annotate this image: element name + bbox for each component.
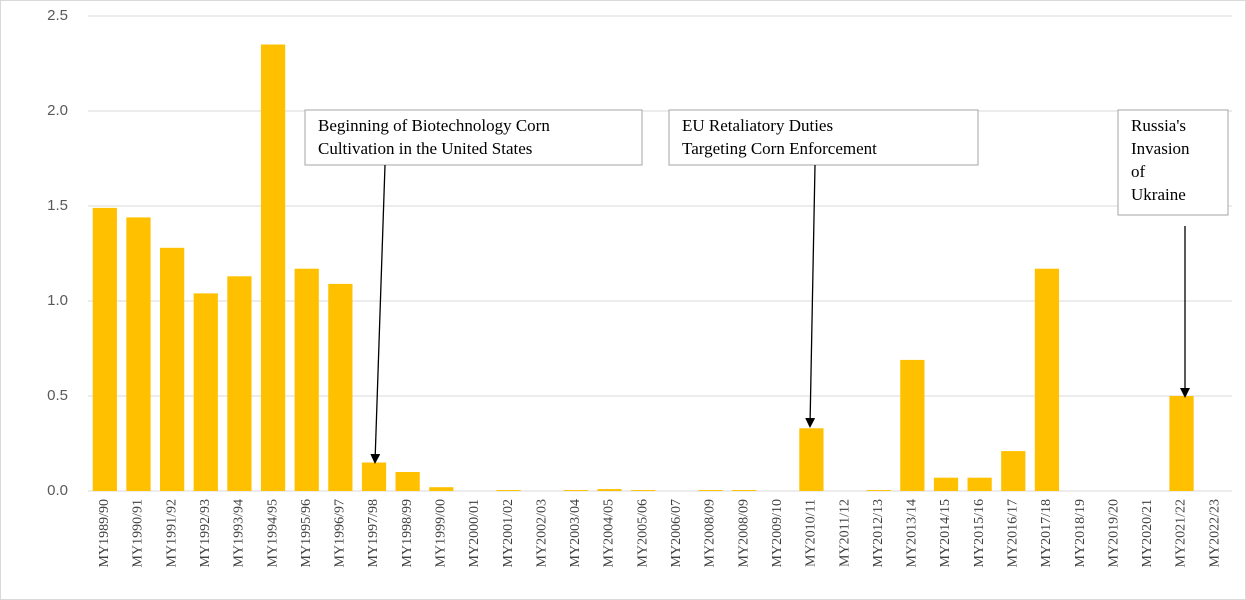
annotation-box: [304, 109, 643, 166]
x-tick-label: MY2012/13: [871, 499, 886, 567]
bar: [328, 283, 353, 491]
x-tick-label: MY2008/09: [703, 499, 718, 567]
annotation-text: Invasion: [1131, 139, 1190, 158]
x-tick-label: MY2006/07: [669, 499, 684, 567]
bar: [496, 490, 521, 491]
annotation-text: Cultivation in the United States: [318, 139, 532, 158]
x-tick-label: MY2003/04: [568, 499, 583, 567]
bar: [193, 293, 218, 491]
x-tick-label: MY1993/94: [232, 499, 247, 567]
annotation-text: Beginning of Biotechnology Corn: [318, 116, 550, 135]
x-tick-label: MY2015/16: [972, 499, 987, 567]
x-tick-label: MY1996/97: [333, 499, 348, 567]
y-tick-label: 0.0: [47, 482, 68, 499]
bar: [732, 490, 757, 491]
annotation-arrow: [805, 164, 816, 428]
x-tick-label: MY2019/20: [1106, 499, 1121, 567]
x-tick-label: MY2011/12: [837, 499, 852, 567]
annotation-arrow: [370, 164, 386, 464]
x-tick-label: MY2017/18: [1039, 499, 1054, 567]
x-tick-label: MY2001/02: [501, 499, 516, 567]
y-tick-label: 1.0: [47, 292, 68, 309]
annotation-text: of: [1131, 162, 1146, 181]
y-tick-label: 2.5: [47, 7, 68, 24]
bar: [597, 489, 622, 491]
bar: [933, 477, 959, 491]
bar: [294, 268, 319, 491]
x-tick-label: MY1997/98: [366, 499, 381, 567]
x-tick-label: MY2020/21: [1140, 499, 1155, 567]
bar: [260, 44, 286, 491]
bar: [1169, 396, 1194, 491]
bar: [967, 477, 992, 491]
x-tick-label: MY2021/22: [1174, 499, 1189, 567]
bar: [126, 217, 151, 491]
x-tick-label: MY1991/92: [164, 499, 179, 567]
bar: [1001, 451, 1026, 491]
x-tick-label: MY2002/03: [534, 499, 549, 567]
y-tick-label: 0.5: [47, 387, 68, 404]
bar: [799, 428, 824, 491]
bar: [361, 462, 387, 491]
bar: [563, 490, 588, 491]
x-tick-label: MY1995/96: [299, 499, 314, 567]
y-tick-label: 1.5: [47, 197, 68, 214]
x-tick-label: MY1992/93: [198, 499, 213, 567]
x-tick-label: MY1990/91: [131, 499, 146, 567]
annotation-text: Ukraine: [1131, 185, 1186, 204]
annotation-text: EU Retaliatory Duties: [682, 116, 833, 135]
x-tick-label: MY2014/15: [938, 499, 953, 567]
x-tick-label: MY2009/10: [770, 499, 785, 567]
bar: [866, 490, 891, 491]
x-tick-label: MY1999/00: [434, 499, 449, 567]
x-tick-label: MY1998/99: [400, 499, 415, 567]
x-tick-label: MY2013/14: [905, 499, 920, 567]
x-tick-label: MY2005/06: [635, 499, 650, 567]
x-tick-label: MY1994/95: [265, 499, 280, 567]
annotation-box: [668, 109, 979, 166]
bar: [227, 276, 252, 491]
x-tick-label: MY2000/01: [467, 499, 482, 567]
x-tick-label: MY2022/23: [1207, 499, 1222, 567]
x-tick-label: MY1989/90: [97, 499, 112, 567]
bar: [395, 472, 420, 491]
annotation-box: [1117, 109, 1229, 216]
annotation-text: Targeting Corn Enforcement: [682, 139, 877, 158]
bar: [900, 359, 925, 491]
x-tick-label: MY2018/19: [1073, 499, 1088, 567]
y-tick-label: 2.0: [47, 102, 68, 119]
bar: [698, 490, 723, 491]
bar: [1034, 268, 1060, 491]
x-tick-label: MY2016/17: [1006, 499, 1021, 567]
bar: [429, 487, 454, 491]
x-tick-label: MY2004/05: [602, 499, 617, 567]
x-tick-label: MY2008/09: [736, 499, 751, 567]
x-tick-label: MY2010/11: [804, 499, 819, 567]
annotation-text: Russia's: [1131, 116, 1186, 135]
bar: [631, 490, 656, 491]
bar: [160, 247, 185, 491]
bar: [92, 207, 117, 491]
